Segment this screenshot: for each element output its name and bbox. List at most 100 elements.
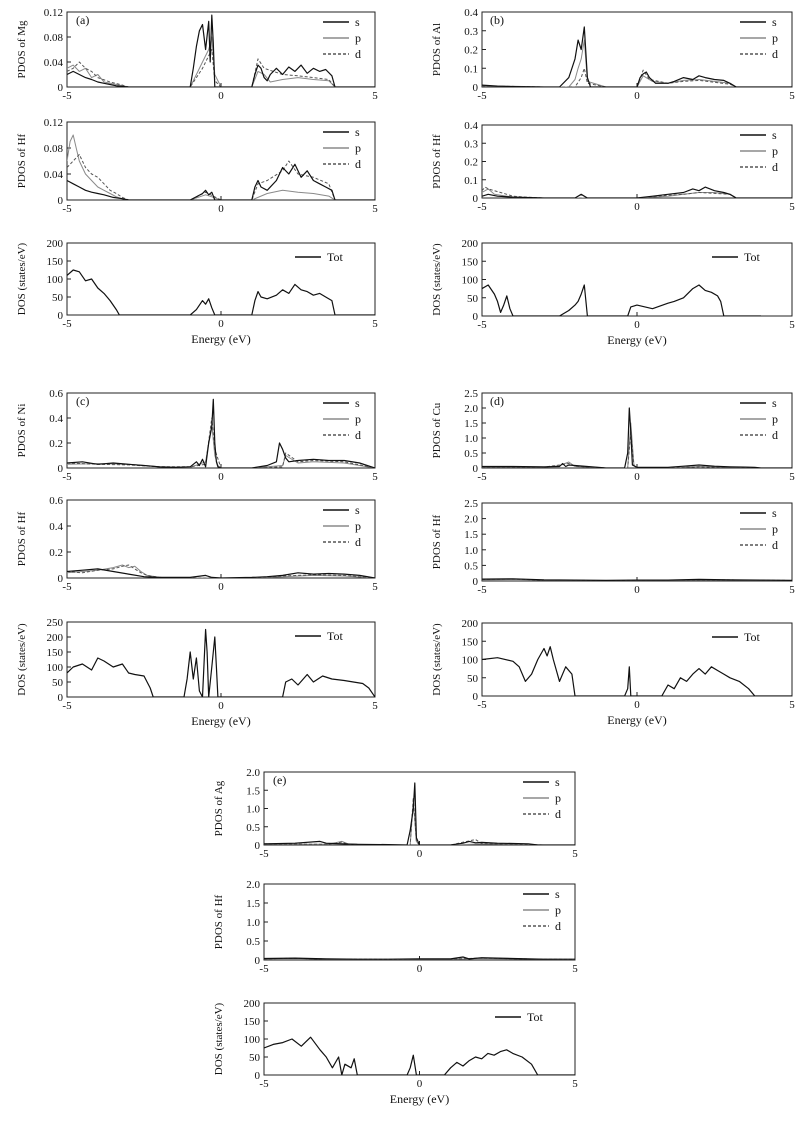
series-line-s [67, 14, 375, 87]
x-tick-label: 5 [789, 90, 795, 102]
legend-label-p: p [772, 31, 778, 45]
x-tick-label: 0 [218, 90, 224, 102]
y-tick-label: 0.12 [44, 7, 63, 19]
x-axis-label: Energy (eV) [191, 714, 250, 728]
series-line-tot [482, 646, 792, 696]
y-tick-label: 0 [58, 463, 64, 475]
y-tick-label: 0.5 [464, 560, 478, 572]
x-tick-label: 0 [634, 90, 640, 102]
series-line-p [67, 423, 375, 468]
y-axis-label: PDOS of Mg [16, 20, 28, 79]
x-tick-label: 0 [634, 699, 640, 711]
series-line-p [67, 36, 375, 87]
y-tick-label: 1.0 [464, 545, 478, 557]
x-tick-label: -5 [259, 848, 269, 860]
x-tick-label: 5 [372, 203, 378, 215]
y-tick-label: 200 [462, 618, 479, 630]
y-tick-label: 0.2 [464, 157, 478, 169]
y-tick-label: 0.5 [464, 448, 478, 460]
series-line-s [67, 163, 375, 200]
x-tick-label: -5 [62, 203, 72, 215]
y-tick-label: 50 [467, 673, 479, 685]
y-tick-label: 100 [47, 662, 64, 674]
legend-label-tot: Tot [744, 630, 760, 644]
y-axis-label: PDOS of Ag [213, 780, 225, 836]
legend-label-s: s [355, 503, 360, 517]
series-line-s [482, 26, 792, 87]
y-tick-label: 0 [473, 311, 479, 323]
legend-label-d: d [355, 157, 361, 171]
y-tick-label: 150 [462, 636, 479, 648]
series-line-d [67, 154, 375, 200]
y-tick-label: 250 [47, 617, 64, 629]
x-tick-label: 5 [372, 471, 378, 483]
x-axis-label: Energy (eV) [390, 1092, 449, 1106]
y-tick-label: 200 [244, 998, 261, 1010]
legend-label-s: s [772, 396, 777, 410]
y-tick-label: 100 [462, 275, 479, 287]
y-tick-label: 0 [58, 82, 64, 94]
x-tick-label: 0 [634, 201, 640, 213]
series-line-p [482, 39, 792, 87]
y-tick-label: 200 [47, 238, 64, 250]
x-tick-label: 0 [218, 700, 224, 712]
y-tick-label: 0 [473, 576, 479, 588]
legend-label-p: p [772, 412, 778, 426]
x-tick-label: 5 [789, 319, 795, 331]
y-axis-label: PDOS of Cu [431, 402, 443, 458]
y-tick-label: 0 [255, 840, 261, 852]
legend-label-d: d [355, 428, 361, 442]
y-tick-label: 100 [47, 274, 64, 286]
y-tick-label: 0.4 [49, 521, 63, 533]
y-tick-label: 0.1 [464, 63, 478, 75]
y-tick-label: 0.4 [464, 7, 478, 19]
y-tick-label: 1.5 [246, 785, 260, 797]
legend-label-p: p [355, 31, 361, 45]
y-tick-label: 0 [473, 691, 479, 703]
legend-label-s: s [555, 775, 560, 789]
x-tick-label: 5 [572, 963, 578, 975]
plot-frame [263, 883, 576, 961]
plot-frame [66, 499, 376, 579]
x-tick-label: 5 [372, 318, 378, 330]
legend-label-p: p [772, 522, 778, 536]
series-line-tot [482, 284, 761, 316]
y-tick-label: 150 [47, 256, 64, 268]
y-tick-label: 1.0 [246, 917, 260, 929]
y-tick-label: 1.5 [464, 418, 478, 430]
x-tick-label: 5 [789, 584, 795, 596]
plot-frame [481, 502, 793, 582]
y-tick-label: 1.5 [464, 529, 478, 541]
y-tick-label: 200 [462, 238, 479, 250]
y-tick-label: 0 [58, 692, 64, 704]
x-tick-label: 5 [372, 90, 378, 102]
y-tick-label: 200 [47, 632, 64, 644]
x-tick-label: -5 [477, 699, 487, 711]
y-tick-label: 0 [473, 82, 479, 94]
y-tick-label: 0.4 [49, 413, 63, 425]
y-tick-label: 2.5 [464, 388, 478, 400]
legend-label-s: s [355, 396, 360, 410]
y-tick-label: 2.0 [246, 879, 260, 891]
legend-label-tot: Tot [327, 629, 343, 643]
x-tick-label: 0 [634, 471, 640, 483]
series-line-s [482, 578, 792, 581]
x-tick-label: -5 [477, 90, 487, 102]
legend-label-s: s [772, 128, 777, 142]
y-tick-label: 0.04 [44, 57, 64, 69]
x-tick-label: -5 [62, 318, 72, 330]
x-tick-label: -5 [477, 201, 487, 213]
x-tick-label: 5 [372, 581, 378, 593]
y-tick-label: 0 [58, 573, 64, 585]
plot-frame [481, 124, 793, 199]
y-tick-label: 50 [52, 677, 64, 689]
